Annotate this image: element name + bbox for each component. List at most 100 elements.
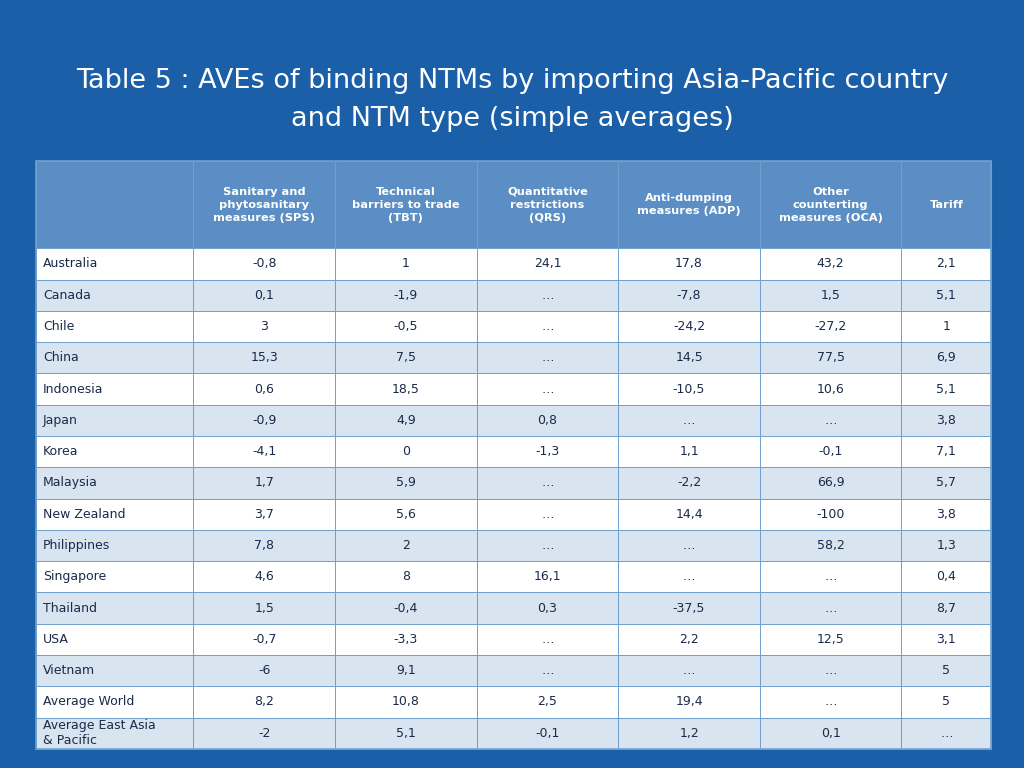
Bar [760, 248, 901, 280]
Text: …: … [542, 351, 554, 364]
Text: 2,5: 2,5 [538, 695, 557, 708]
Text: …: … [683, 570, 695, 583]
Bar [901, 436, 991, 467]
Bar [335, 498, 476, 530]
Bar [901, 373, 991, 405]
Text: 12,5: 12,5 [817, 633, 845, 646]
Bar [194, 311, 335, 342]
Bar [194, 436, 335, 467]
Bar [335, 624, 476, 655]
Text: 2,1: 2,1 [937, 257, 956, 270]
Text: 1,1: 1,1 [679, 445, 699, 458]
Text: -0,5: -0,5 [393, 320, 418, 333]
Bar [194, 248, 335, 280]
Bar [476, 280, 618, 311]
Text: -37,5: -37,5 [673, 601, 706, 614]
Bar [760, 592, 901, 624]
Bar [901, 717, 991, 749]
Bar [760, 280, 901, 311]
Bar [476, 624, 618, 655]
Text: 1: 1 [942, 320, 950, 333]
Text: 8: 8 [401, 570, 410, 583]
Text: Canada: Canada [43, 289, 91, 302]
Bar [760, 561, 901, 592]
Bar [476, 530, 618, 561]
Text: 5,6: 5,6 [396, 508, 416, 521]
Text: Other
counterting
measures (OCA): Other counterting measures (OCA) [778, 187, 883, 223]
Bar [760, 467, 901, 498]
Bar [901, 561, 991, 592]
Bar [36, 561, 194, 592]
Bar [618, 436, 760, 467]
Text: China: China [43, 351, 79, 364]
Bar [618, 655, 760, 687]
Text: 3,8: 3,8 [936, 508, 956, 521]
Text: Chile: Chile [43, 320, 75, 333]
Bar [36, 342, 194, 373]
Text: -1,9: -1,9 [393, 289, 418, 302]
Bar [194, 342, 335, 373]
Bar [194, 373, 335, 405]
Bar [901, 342, 991, 373]
Bar [36, 467, 194, 498]
Text: 2,2: 2,2 [679, 633, 699, 646]
Text: 2: 2 [401, 539, 410, 552]
Bar [760, 655, 901, 687]
Text: 1,5: 1,5 [820, 289, 841, 302]
Text: New Zealand: New Zealand [43, 508, 126, 521]
Text: …: … [824, 695, 837, 708]
Text: Thailand: Thailand [43, 601, 97, 614]
Bar [36, 161, 194, 248]
Text: …: … [542, 289, 554, 302]
Bar [36, 436, 194, 467]
Text: -2: -2 [258, 727, 270, 740]
Text: 5,1: 5,1 [396, 727, 416, 740]
Bar [618, 311, 760, 342]
Bar [335, 405, 476, 436]
Text: 0,1: 0,1 [820, 727, 841, 740]
Text: …: … [542, 320, 554, 333]
Text: 66,9: 66,9 [817, 476, 845, 489]
Text: -27,2: -27,2 [814, 320, 847, 333]
Text: 0: 0 [401, 445, 410, 458]
Bar [476, 342, 618, 373]
Bar [36, 280, 194, 311]
Text: Anti-dumping
measures (ADP): Anti-dumping measures (ADP) [637, 194, 741, 216]
Bar [335, 248, 476, 280]
Bar [335, 311, 476, 342]
Text: 5: 5 [942, 664, 950, 677]
Bar [618, 405, 760, 436]
Bar [36, 161, 991, 749]
Bar [618, 248, 760, 280]
Bar [194, 498, 335, 530]
Text: …: … [542, 476, 554, 489]
Text: 0,6: 0,6 [254, 382, 274, 396]
Text: -4,1: -4,1 [252, 445, 276, 458]
Bar [901, 655, 991, 687]
Text: …: … [542, 539, 554, 552]
Text: 7,8: 7,8 [254, 539, 274, 552]
Text: 14,5: 14,5 [675, 351, 702, 364]
Text: …: … [542, 508, 554, 521]
Bar [476, 405, 618, 436]
Bar [476, 717, 618, 749]
Text: Average World: Average World [43, 695, 134, 708]
Bar [618, 687, 760, 717]
Bar [901, 467, 991, 498]
Text: Average East Asia
& Pacific: Average East Asia & Pacific [43, 719, 156, 747]
Bar [36, 655, 194, 687]
Bar [760, 624, 901, 655]
Text: …: … [940, 727, 952, 740]
Bar [760, 530, 901, 561]
Text: 1,3: 1,3 [937, 539, 956, 552]
Text: 1,7: 1,7 [254, 476, 274, 489]
Text: …: … [683, 664, 695, 677]
Bar [760, 311, 901, 342]
Bar [476, 373, 618, 405]
Bar [760, 717, 901, 749]
Text: …: … [683, 414, 695, 427]
Bar [194, 467, 335, 498]
Text: -0,1: -0,1 [818, 445, 843, 458]
Bar [36, 592, 194, 624]
Bar [335, 373, 476, 405]
